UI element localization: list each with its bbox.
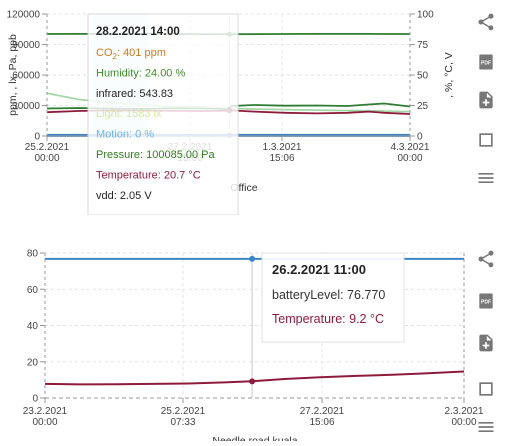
tick-label-left: 20 [27, 357, 39, 368]
fullscreen-icon[interactable] [474, 128, 498, 152]
y-axis-right-title: , %, °C, V [443, 52, 455, 98]
tick-label-x-date: 4.3.2021 [391, 142, 430, 153]
chart-office-tooltip: 28.2.2021 14:00 CO2: 401 ppm Humidity: 24.… [88, 14, 238, 215]
tick-label-x-time: 15:06 [269, 153, 294, 164]
tick-label-x-date: 1.3.2021 [263, 142, 302, 153]
tooltip-row: Temperature: 20.7 °C [96, 169, 201, 181]
tooltip-row-prefix: CO [96, 47, 113, 59]
hover-marker-temperature [249, 378, 255, 384]
tick-label-right: 0 [417, 132, 423, 143]
tick-label-right: 100 [417, 10, 434, 21]
tick-label-x-time: 00:00 [34, 153, 59, 164]
share-icon[interactable] [474, 10, 498, 34]
hover-marker-batterylevel [249, 256, 255, 262]
x-axis-title: Needle road kuala [212, 435, 297, 441]
tick-label-left: 0 [32, 394, 38, 405]
tooltip-row: Motion: 0 % [96, 129, 154, 141]
pdf-icon-label: PDF [481, 61, 491, 67]
tick-label-right: 50 [417, 71, 429, 82]
tick-label-left: 60 [27, 285, 39, 296]
menu-icon[interactable] [474, 166, 498, 190]
tick-label-x-date: 25.2.2021 [25, 142, 70, 153]
tooltip-row: CO2: 401 ppm [96, 47, 166, 61]
tooltip-row: Light: 1583 lx [96, 108, 162, 120]
share-icon[interactable] [474, 247, 498, 271]
add-file-icon[interactable] [474, 331, 498, 355]
tick-label-x-time: 07:33 [170, 417, 195, 428]
fullscreen-icon[interactable] [474, 377, 498, 401]
tick-label-x-date: 25.2.2021 [161, 406, 206, 417]
tick-label-left: 120000 [7, 10, 41, 21]
pdf-icon-label: PDF [481, 300, 491, 306]
chart-office-svg[interactable]: 0300006000090000120000025507510025.2.202… [0, 0, 512, 215]
tooltip-row: Pressure: 100085.00 Pa [96, 149, 216, 161]
tick-label-x-date: 23.2.2021 [23, 406, 68, 417]
tick-label-left: 80 [27, 249, 39, 260]
y-axis-left-title: ppm, , lx, Pa, ppb [7, 34, 19, 116]
tooltip-row: Humidity: 24.00 % [96, 67, 185, 79]
add-file-icon[interactable] [474, 88, 498, 112]
tick-label-x-date: 27.2.2021 [300, 406, 345, 417]
menu-icon[interactable] [474, 415, 498, 439]
tick-label-right: 75 [417, 40, 429, 51]
chart-needle-road-tooltip: 26.2.2021 11:00 batteryLevel: 76.770 Tempe… [262, 253, 404, 342]
tooltip-row: infrared: 543.83 [96, 88, 173, 100]
pdf-icon[interactable]: PDF [474, 50, 498, 74]
tooltip-title: 26.2.2021 11:00 [272, 262, 366, 277]
tooltip-row: batteryLevel: 76.770 [272, 288, 385, 302]
tooltip-title: 28.2.2021 14:00 [96, 26, 180, 38]
tooltip-row: Temperature: 9.2 °C [272, 312, 384, 326]
tooltip-row-value: : 401 ppm [117, 47, 166, 59]
tick-label-right: 25 [417, 101, 429, 112]
tooltip-row: vdd: 2.05 V [96, 190, 152, 202]
pdf-icon[interactable]: PDF [474, 289, 498, 313]
tick-label-x-time: 00:00 [397, 153, 422, 164]
tick-label-x-time: 15:06 [309, 417, 334, 428]
tick-label-x-time: 00:00 [32, 417, 57, 428]
tick-label-left: 0 [34, 132, 40, 143]
tick-label-left: 40 [27, 321, 39, 332]
